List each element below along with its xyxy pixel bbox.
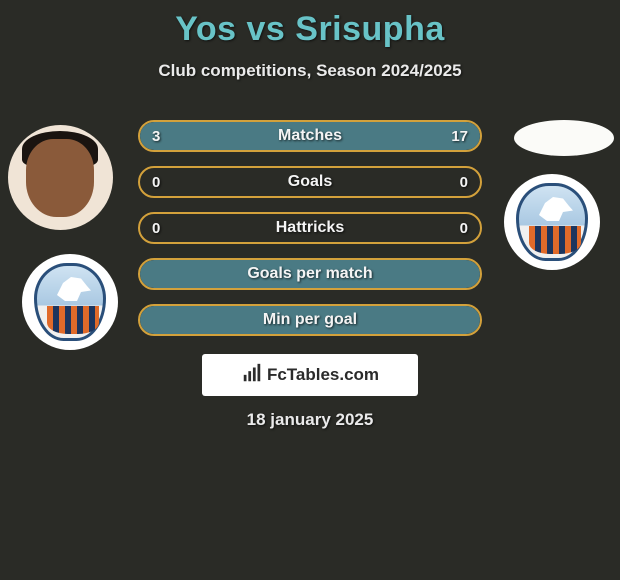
stat-pill: 3 17 Matches (138, 120, 482, 152)
stat-row: 3 17 Matches (138, 120, 482, 152)
left-club-badge (22, 254, 118, 350)
stat-pill: 0 0 Hattricks (138, 212, 482, 244)
stat-right-value: 17 (451, 128, 468, 145)
comparison-bars: 3 17 Matches 0 0 Goals 0 0 Hattricks Goals per ma… (138, 120, 482, 350)
stat-left-value: 3 (152, 128, 160, 145)
stat-label: Matches (278, 127, 342, 145)
chart-icon (241, 362, 263, 389)
right-club-badge (504, 174, 600, 270)
page-subtitle: Club competitions, Season 2024/2025 (0, 61, 620, 81)
stat-label: Min per goal (263, 311, 357, 329)
stat-pill: 0 0 Goals (138, 166, 482, 198)
stat-right-value: 0 (460, 220, 468, 237)
stat-pill: Min per goal (138, 304, 482, 336)
right-player-avatar (514, 120, 614, 156)
stat-row: 0 0 Goals (138, 166, 482, 198)
watermark-text: FcTables.com (267, 365, 379, 385)
page-title: Yos vs Srisupha (0, 0, 620, 49)
stat-row: 0 0 Hattricks (138, 212, 482, 244)
watermark: FcTables.com (202, 354, 418, 396)
stat-label: Goals per match (247, 265, 372, 283)
stat-left-value: 0 (152, 220, 160, 237)
date-text: 18 january 2025 (0, 410, 620, 430)
stat-pill: Goals per match (138, 258, 482, 290)
stat-label: Hattricks (276, 219, 344, 237)
stat-left-value: 0 (152, 174, 160, 191)
stat-row: Goals per match (138, 258, 482, 290)
stat-label: Goals (288, 173, 332, 191)
stat-right-value: 0 (460, 174, 468, 191)
left-player-avatar (8, 125, 113, 230)
stat-row: Min per goal (138, 304, 482, 336)
